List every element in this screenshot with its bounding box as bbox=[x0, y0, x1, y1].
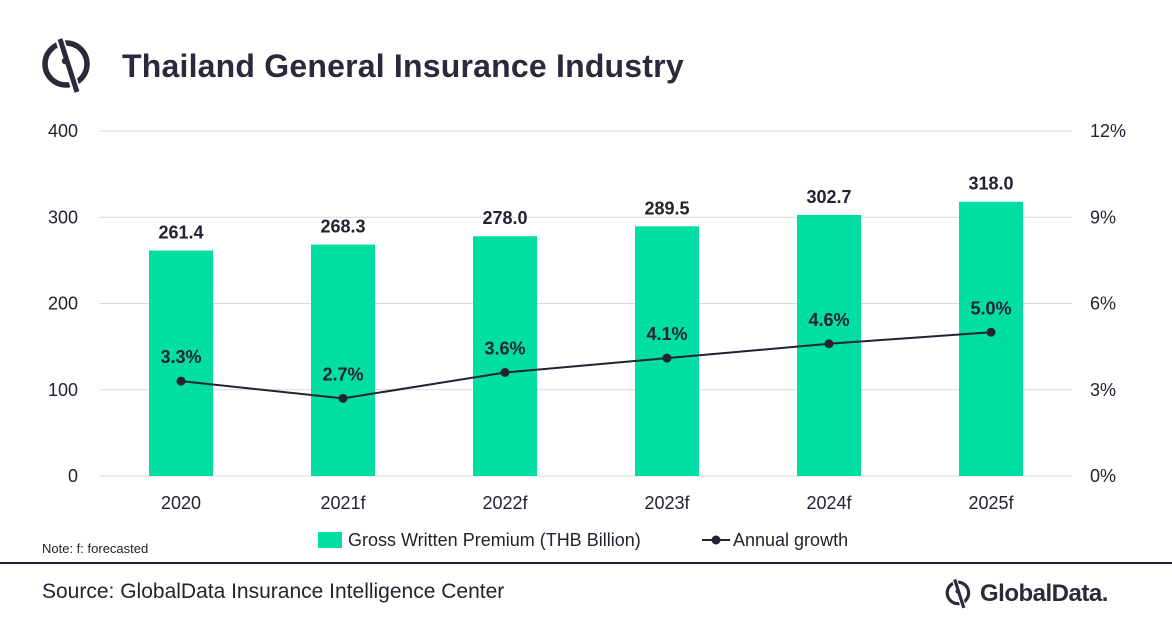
header: Thailand General Insurance Industry bbox=[40, 34, 684, 98]
growth-point bbox=[824, 339, 834, 349]
bar-data-label: 289.5 bbox=[644, 198, 689, 218]
source-text: Source: GlobalData Insurance Intelligenc… bbox=[42, 580, 505, 603]
bar bbox=[473, 236, 537, 476]
bar-data-label: 302.7 bbox=[806, 187, 851, 207]
y-right-tick-label: 3% bbox=[1090, 380, 1116, 400]
y-right-tick-label: 9% bbox=[1090, 207, 1116, 227]
bar-data-label: 318.0 bbox=[968, 174, 1013, 194]
forecast-note: Note: f: forecasted bbox=[42, 541, 149, 556]
growth-data-label: 4.1% bbox=[646, 324, 687, 344]
chart-area: 0 100 200 300 400 0% 3% 6% 9% 12% 261.4 268.3 278.0 2… bbox=[48, 121, 1126, 550]
x-tick-label: 2025f bbox=[968, 493, 1014, 513]
growth-point bbox=[986, 327, 996, 337]
brand-name: GlobalData. bbox=[980, 580, 1108, 607]
y-right-tick-label: 12% bbox=[1090, 121, 1126, 141]
bar bbox=[311, 244, 375, 476]
x-tick-label: 2021f bbox=[320, 493, 366, 513]
x-tick-label: 2024f bbox=[806, 493, 852, 513]
x-tick-label: 2020 bbox=[161, 493, 201, 513]
growth-data-label: 5.0% bbox=[970, 298, 1011, 318]
bar bbox=[635, 226, 699, 476]
legend-label-bar: Gross Written Premium (THB Billion) bbox=[348, 530, 641, 550]
legend-label-line: Annual growth bbox=[733, 530, 848, 550]
growth-data-label: 3.3% bbox=[160, 347, 201, 367]
brand-logo-icon bbox=[945, 579, 971, 609]
growth-data-label: 4.6% bbox=[808, 310, 849, 330]
y-left-tick-label: 0 bbox=[68, 466, 78, 486]
legend-swatch-bar bbox=[318, 532, 342, 548]
bar bbox=[149, 250, 213, 476]
x-tick-label: 2022f bbox=[482, 493, 528, 513]
y-left-tick-label: 300 bbox=[48, 207, 78, 227]
bar-data-label: 278.0 bbox=[482, 208, 527, 228]
bar-data-label: 268.3 bbox=[320, 217, 365, 237]
legend-swatch-marker bbox=[711, 535, 721, 545]
y-right-tick-label: 0% bbox=[1090, 466, 1116, 486]
footer-divider bbox=[0, 562, 1172, 564]
bar bbox=[959, 201, 1023, 476]
growth-point bbox=[500, 368, 510, 377]
brand-logo: GlobalData. bbox=[944, 576, 1108, 612]
y-left-tick-label: 100 bbox=[48, 380, 78, 400]
chart-title: Thailand General Insurance Industry bbox=[122, 47, 684, 84]
growth-point bbox=[176, 376, 186, 386]
bar-data-label: 261.4 bbox=[158, 223, 203, 243]
growth-line bbox=[180, 331, 992, 400]
growth-point bbox=[662, 353, 672, 363]
y-left-tick-label: 400 bbox=[48, 121, 78, 141]
growth-point bbox=[338, 393, 348, 403]
growth-data-label: 3.6% bbox=[484, 339, 525, 359]
growth-data-label: 2.7% bbox=[322, 364, 363, 384]
y-left-tick-label: 200 bbox=[48, 294, 78, 314]
globaldata-logo-icon bbox=[42, 38, 90, 93]
y-right-tick-label: 6% bbox=[1090, 294, 1116, 314]
x-tick-label: 2023f bbox=[644, 493, 690, 513]
